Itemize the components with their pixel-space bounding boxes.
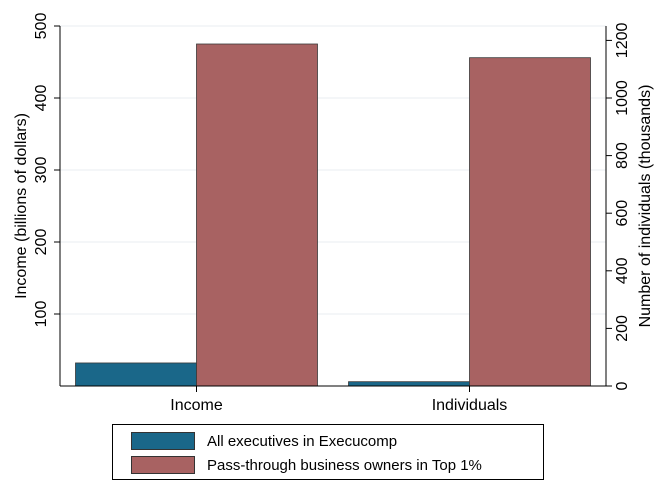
legend-label-executives: All executives in Execucomp [207, 432, 398, 450]
legend-item-executives: All executives in Execucomp [131, 431, 397, 451]
bar [469, 57, 591, 387]
y2-tick-label: 1000 [614, 80, 631, 116]
bar-chart: 100 200 300 400 500 0 200 400 600 800 1000 1200 In… [13, 13, 654, 414]
y-tick-label: 500 [33, 13, 50, 40]
y2-tick-label: 0 [614, 381, 631, 390]
legend-swatch-executives [131, 432, 195, 450]
legend: All executives in Execucomp Pass-through… [112, 424, 544, 480]
x-tick-label: Individuals [432, 397, 508, 414]
y2-tick-label: 600 [614, 200, 631, 227]
y-tick-label: 300 [33, 157, 50, 184]
legend-label-pass-through: Pass-through business owners in Top 1% [207, 456, 482, 474]
y-tick-label: 400 [33, 85, 50, 112]
y-axis-label: Income (billions of dollars) [13, 113, 30, 299]
y2-tick-label: 400 [614, 257, 631, 284]
legend-swatch-pass-through [131, 456, 195, 474]
x-tick-label: Income [170, 397, 223, 414]
right-y-ticks: 0 200 400 600 800 1000 1200 [606, 23, 631, 390]
bar [196, 43, 318, 387]
y2-tick-label: 1200 [614, 23, 631, 59]
y-tick-label: 100 [33, 301, 50, 328]
y2-tick-label: 200 [614, 315, 631, 342]
left-y-ticks: 100 200 300 400 500 [33, 13, 60, 328]
bar [75, 362, 197, 387]
y2-axis-label: Number of individuals (thousands) [637, 85, 654, 328]
legend-item-pass-through: Pass-through business owners in Top 1% [131, 455, 482, 475]
x-ticks: Income Individuals [170, 386, 507, 414]
bar [348, 381, 470, 387]
y-tick-label: 200 [33, 229, 50, 256]
bars [75, 43, 591, 387]
y2-tick-label: 800 [614, 142, 631, 169]
